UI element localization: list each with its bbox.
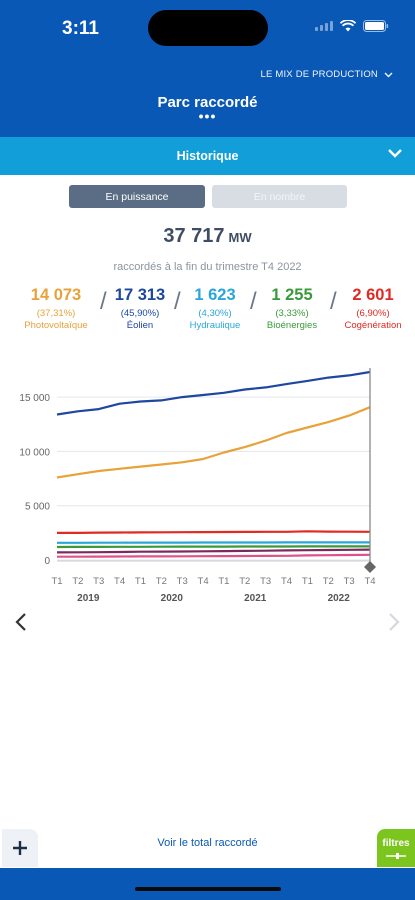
chevron-down-icon: [384, 72, 393, 77]
x-tick-label: T3: [260, 576, 271, 587]
kpi-divider: /: [250, 288, 257, 315]
kpi-divider: /: [174, 288, 181, 315]
x-tick-label: T1: [302, 576, 313, 587]
kpi-hydraulique: 1 623 (4,30%) Hydraulique: [184, 286, 246, 331]
kpi-percent: (3,33%): [275, 308, 309, 319]
page-title: Parc raccordé: [157, 94, 258, 111]
kpi-photovoltaique: 14 073 (37,31%) Photovoltaïque: [8, 286, 104, 331]
x-tick-label: T4: [281, 576, 292, 587]
bottom-tab-bar: [0, 868, 415, 900]
signal-icon: [315, 21, 333, 31]
dynamic-island: [148, 10, 268, 46]
kpi-name: Bioénergies: [266, 320, 318, 331]
power-toggle[interactable]: En puissance: [69, 185, 205, 208]
status-time: 3:11: [62, 18, 99, 39]
x-tick-label: T4: [114, 576, 125, 587]
add-button[interactable]: [2, 829, 38, 867]
status-icons: [315, 20, 389, 32]
kpi-value: 1 623: [194, 286, 236, 304]
sliders-icon: [386, 853, 406, 859]
kpi-name: Cogénération: [344, 320, 402, 331]
more-dots[interactable]: •••: [198, 108, 217, 124]
kpi-cogeneration: 2 601 (6,90%) Cogénération: [338, 286, 408, 331]
series-line: [56, 370, 371, 416]
x-tick-label: T1: [135, 576, 146, 587]
kpi-name: Photovoltaïque: [24, 320, 88, 331]
series-line: [56, 406, 371, 479]
total-subtitle: raccordés à la fin du trimestre T4 2022: [113, 261, 302, 273]
total-unit: MW: [228, 230, 252, 245]
series-line: [56, 548, 371, 554]
filters-label: filtres: [382, 838, 410, 849]
chevron-right-icon[interactable]: [387, 612, 401, 632]
kpi-divider: /: [100, 288, 107, 315]
kpi-name: Hydraulique: [189, 320, 241, 331]
kpi-percent: (6,90%): [356, 308, 390, 319]
series-line: [57, 530, 371, 534]
mix-production-link[interactable]: LE MIX DE PRODUCTION: [261, 69, 394, 80]
kpi-percent: (45,90%): [120, 308, 160, 319]
x-tick-label: T4: [198, 576, 209, 587]
kpi-name: Éolien: [126, 320, 154, 331]
history-line-chart[interactable]: 0 5 000 10 000 15 000 T1 T2 T3 T4 T1 T2 T3 T4 T1 T2 T…: [0, 360, 415, 615]
x-tick-label: T2: [239, 576, 250, 587]
kpi-percent: (37,31%): [36, 308, 76, 319]
section-title: Historique: [176, 149, 239, 163]
y-tick-label: 0: [44, 556, 50, 567]
x-tick-label: T1: [218, 576, 229, 587]
kpi-value: 2 601: [352, 286, 394, 304]
y-tick-label: 5 000: [25, 502, 50, 513]
y-tick-label: 15 000: [19, 393, 50, 404]
wifi-icon: [340, 20, 356, 32]
x-tick-label: T4: [364, 576, 375, 587]
filters-button[interactable]: filtres: [377, 829, 415, 867]
kpi-value: 1 255: [271, 286, 313, 304]
history-section-bar[interactable]: Historique: [0, 137, 415, 175]
count-toggle[interactable]: En nombre: [212, 185, 347, 208]
app-header: 3:11 LE MIX DE PRODUCTION Parc raccordé …: [0, 0, 415, 137]
kpi-divider: /: [330, 288, 337, 315]
x-tick-label: T3: [344, 576, 355, 587]
x-tick-label: T2: [156, 576, 167, 587]
see-total-link[interactable]: Voir le total raccordé: [157, 837, 258, 849]
x-tick-label: T3: [177, 576, 188, 587]
mix-production-label: LE MIX DE PRODUCTION: [260, 69, 378, 80]
x-tick-label: T2: [72, 576, 83, 587]
chevron-down-icon: [388, 149, 402, 158]
year-label: 2019: [77, 593, 100, 604]
kpi-eolien: 17 313 (45,90%) Éolien: [108, 286, 172, 331]
total-power: 37 717 MW: [0, 225, 415, 248]
kpi-percent: (4,30%): [198, 308, 232, 319]
chevron-left-icon[interactable]: [14, 612, 28, 632]
kpi-value: 14 073: [30, 286, 82, 304]
series-line: [57, 553, 371, 558]
year-label: 2021: [244, 593, 267, 604]
x-tick-label: T2: [323, 576, 334, 587]
x-tick-label: T1: [51, 576, 62, 587]
series-line: [56, 545, 370, 549]
year-label: 2022: [328, 593, 351, 604]
kpi-bioenergies: 1 255 (3,33%) Bioénergies: [260, 286, 324, 331]
y-tick-label: 10 000: [19, 447, 50, 458]
x-tick-label: T3: [93, 576, 104, 587]
total-value: 37 717: [163, 225, 225, 247]
plus-icon: [13, 841, 27, 855]
year-label: 2020: [161, 593, 184, 604]
home-indicator: [135, 887, 281, 891]
battery-icon: [363, 20, 389, 32]
chart-cursor-marker[interactable]: [364, 561, 376, 573]
kpi-value: 17 313: [114, 286, 166, 304]
